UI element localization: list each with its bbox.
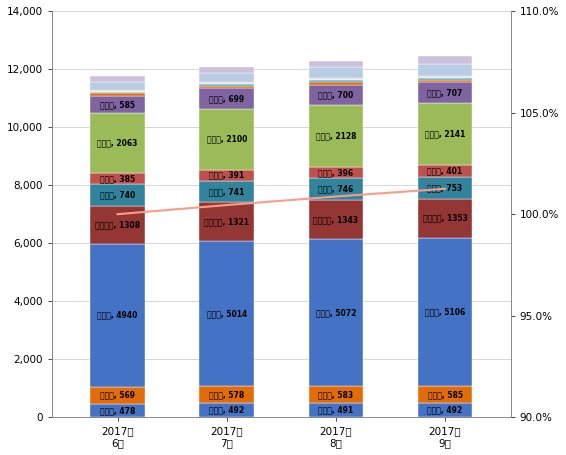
Bar [418,386,472,403]
Text: 東京都, 5072: 東京都, 5072 [316,308,356,317]
Text: 千葉県, 583: 千葉県, 583 [318,390,353,399]
Bar [308,239,363,386]
Text: 千葉県, 569: 千葉県, 569 [100,391,135,400]
Text: 兵庫県, 699: 兵庫県, 699 [209,94,245,103]
Text: 京都府, 391: 京都府, 391 [209,171,245,180]
Bar [199,403,254,417]
Text: 愛知県, 753: 愛知県, 753 [427,183,462,192]
Bar [91,404,145,417]
Text: 大阪府, 2141: 大阪府, 2141 [425,130,465,138]
Bar [199,66,254,73]
Bar [199,86,254,88]
Bar [199,82,254,83]
Bar [308,167,363,178]
Text: 愛知県, 741: 愛知県, 741 [209,187,245,196]
Text: 兵庫県, 700: 兵庫県, 700 [318,91,354,99]
Bar [308,78,363,79]
Bar [199,241,254,386]
Bar [199,84,254,86]
Bar [418,103,472,165]
Text: 埼玉県, 491: 埼玉県, 491 [318,406,353,415]
Bar [199,170,254,181]
Bar [418,177,472,199]
Bar [199,386,254,403]
Bar [308,85,363,105]
Text: 京都府, 401: 京都府, 401 [427,167,462,176]
Bar [91,173,145,184]
Text: 東京都, 4940: 東京都, 4940 [97,311,138,320]
Text: 埼玉県, 492: 埼玉県, 492 [427,406,462,415]
Bar [308,79,363,80]
Bar [308,61,363,67]
Bar [91,96,145,113]
Text: 神奈川県, 1321: 神奈川県, 1321 [204,217,249,226]
Bar [418,403,472,417]
Bar [199,109,254,170]
Bar [308,67,363,78]
Text: 埼玉県, 492: 埼玉県, 492 [209,406,245,415]
Text: 京都府, 396: 京都府, 396 [318,168,353,177]
Bar [199,181,254,202]
Bar [418,56,472,64]
Bar [91,76,145,82]
Bar [91,91,145,92]
Bar [199,88,254,109]
Bar [418,64,472,76]
Text: 千葉県, 585: 千葉県, 585 [427,390,462,399]
Bar [418,199,472,238]
Text: 大阪府, 2063: 大阪府, 2063 [97,138,138,147]
Bar [418,80,472,82]
Bar [91,184,145,206]
Bar [308,200,363,239]
Bar [418,76,472,78]
Bar [91,206,145,243]
Text: 愛知県, 746: 愛知県, 746 [318,185,354,194]
Bar [91,93,145,96]
Text: 埼玉県, 478: 埼玉県, 478 [100,406,135,415]
Bar [308,105,363,167]
Text: 愛知県, 740: 愛知県, 740 [100,190,135,199]
Bar [418,78,472,80]
Text: 神奈川県, 1353: 神奈川県, 1353 [423,214,468,223]
Text: 東京都, 5014: 東京都, 5014 [207,309,247,318]
Text: 東京都, 5106: 東京都, 5106 [425,308,465,317]
Bar [199,73,254,82]
Text: 兵庫県, 585: 兵庫県, 585 [100,100,135,109]
Bar [418,238,472,386]
Text: 大阪府, 2128: 大阪府, 2128 [316,131,356,141]
Bar [308,403,363,417]
Bar [91,113,145,173]
Bar [91,243,145,387]
Bar [199,202,254,241]
Text: 千葉県, 578: 千葉県, 578 [209,390,245,399]
Bar [418,82,472,103]
Text: 大阪府, 2100: 大阪府, 2100 [207,135,247,144]
Text: 兵庫県, 707: 兵庫県, 707 [427,88,463,97]
Bar [91,82,145,90]
Text: 神奈川県, 1308: 神奈川県, 1308 [95,220,140,229]
Bar [308,82,363,85]
Bar [91,90,145,91]
Bar [199,83,254,84]
Text: 京都府, 385: 京都府, 385 [100,174,135,183]
Bar [91,387,145,404]
Bar [418,165,472,177]
Text: 神奈川県, 1343: 神奈川県, 1343 [314,215,358,224]
Bar [308,386,363,403]
Bar [308,178,363,200]
Bar [91,92,145,93]
Bar [308,80,363,82]
